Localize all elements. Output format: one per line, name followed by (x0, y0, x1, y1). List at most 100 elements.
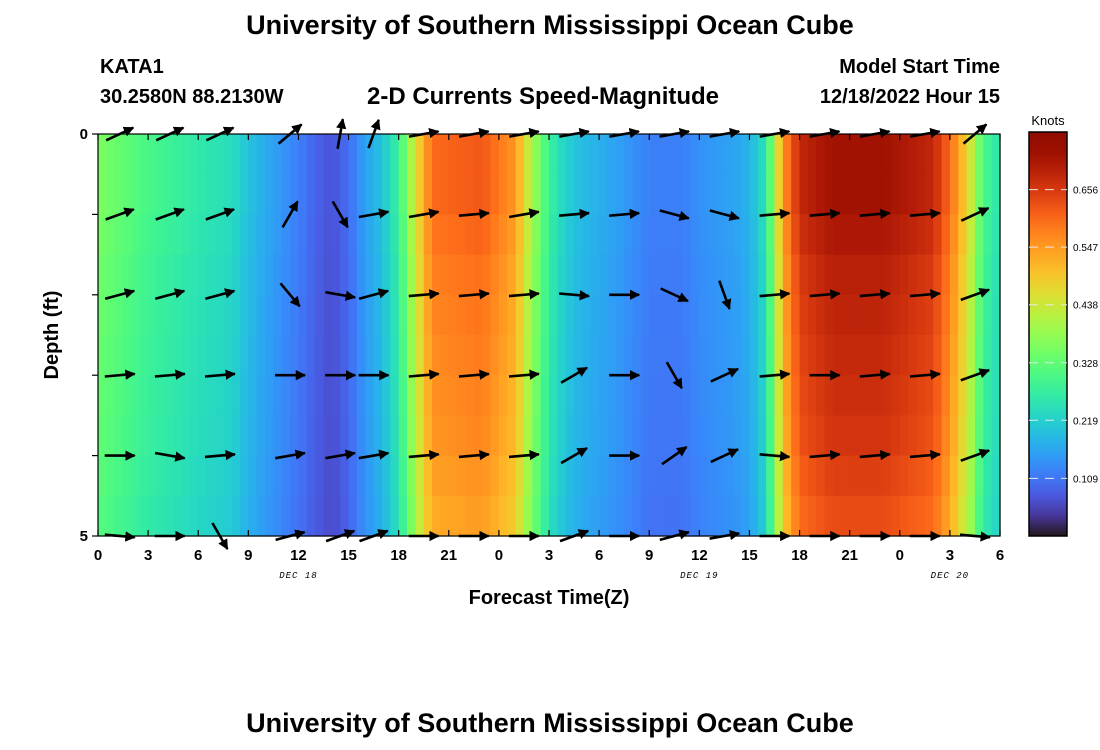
heatmap-cell (173, 495, 183, 537)
heatmap-cell (991, 455, 1001, 497)
heatmap-cell (306, 174, 316, 215)
heatmap-cell (682, 455, 692, 497)
heatmap-cell (582, 455, 592, 497)
heatmap-cell (699, 415, 709, 457)
heatmap-cell (515, 335, 525, 376)
heatmap-cell (941, 254, 951, 296)
heatmap-cell (832, 335, 842, 376)
heatmap-cell (423, 174, 433, 215)
heatmap-cell (156, 214, 166, 256)
heatmap-cell (340, 294, 350, 336)
heatmap-cell (540, 455, 550, 497)
heatmap-cell (381, 214, 391, 256)
heatmap-cell (223, 455, 233, 497)
heatmap-cell (398, 455, 408, 497)
heatmap-cell (958, 294, 968, 336)
heatmap-cell (290, 294, 300, 336)
heatmap-cell (665, 495, 675, 537)
heatmap-cell (256, 415, 266, 457)
heatmap-cell (949, 214, 959, 256)
heatmap-cell (381, 294, 391, 336)
heatmap-cell (766, 254, 776, 296)
heatmap-cell (415, 134, 425, 175)
x-tick-label: 21 (440, 547, 457, 564)
heatmap-cell (707, 335, 717, 376)
heatmap-cell (949, 294, 959, 336)
heatmap-cell (131, 375, 141, 416)
current-vector (710, 367, 739, 383)
current-vector (759, 208, 791, 220)
heatmap-cell (181, 335, 191, 376)
heatmap-cell (432, 254, 442, 296)
heatmap-cell (348, 174, 358, 215)
heatmap-cell (281, 294, 291, 336)
heatmap-cell (532, 375, 542, 416)
heatmap-cell (290, 335, 300, 376)
heatmap-cell (582, 335, 592, 376)
heatmap-cell (682, 415, 692, 457)
heatmap-cell (874, 134, 884, 175)
heatmap-cell (941, 415, 951, 457)
heatmap-cell (690, 174, 700, 215)
day-label: DEC 18 (279, 571, 317, 581)
heatmap-cell (440, 134, 450, 175)
heatmap-cell (849, 174, 859, 215)
heatmap-cell (949, 495, 959, 537)
heatmap-cell (298, 174, 308, 215)
heatmap-cell (891, 254, 901, 296)
heatmap-cell (290, 455, 300, 497)
heatmap-cell (766, 495, 776, 537)
heatmap-cell (816, 294, 826, 336)
heatmap-cell (883, 455, 893, 497)
heatmap-cell (665, 335, 675, 376)
heatmap-cell (640, 214, 650, 256)
heatmap-cell (131, 174, 141, 215)
heatmap-cell (866, 495, 876, 537)
heatmap-cell (807, 214, 817, 256)
heatmap-cell (707, 294, 717, 336)
heatmap-cell (924, 214, 934, 256)
heatmap-cell (231, 495, 241, 537)
heatmap-cell (448, 134, 458, 175)
heatmap-cell (523, 415, 533, 457)
x-tick-label: 6 (595, 547, 603, 564)
heatmap-cell (298, 254, 308, 296)
heatmap-cell (565, 415, 575, 457)
heatmap-cell (674, 455, 684, 497)
heatmap-cell (782, 254, 792, 296)
heatmap-cell (148, 134, 158, 175)
heatmap-cell (448, 495, 458, 537)
heatmap-cell (490, 134, 500, 175)
heatmap-cell (557, 254, 567, 296)
heatmap-cell (223, 495, 233, 537)
heatmap-cell (331, 174, 341, 215)
heatmap-cell (407, 214, 416, 256)
heatmap-cell (791, 415, 801, 457)
heatmap-cell (908, 495, 918, 537)
heatmap-cell (916, 375, 926, 416)
heatmap-cell (657, 254, 667, 296)
heatmap-cell (440, 455, 450, 497)
heatmap-cell (974, 214, 984, 256)
heatmap-cell (415, 375, 425, 416)
heatmap-cell (265, 415, 274, 457)
heatmap-cell (532, 495, 542, 537)
heatmap-cell (482, 495, 492, 537)
heatmap-cell (757, 174, 767, 215)
heatmap-cell (557, 375, 567, 416)
heatmap-cell (841, 294, 851, 336)
heatmap-cell (832, 214, 842, 256)
heatmap-cell (123, 375, 133, 416)
heatmap-cell (340, 214, 350, 256)
current-vector (709, 209, 740, 221)
heatmap-cell (373, 294, 383, 336)
heatmap-cell (615, 455, 625, 497)
heatmap-cell (365, 375, 375, 416)
heatmap-cell (373, 335, 383, 376)
heatmap-cell (323, 294, 333, 336)
heatmap-cell (440, 495, 450, 537)
heatmap-cell (540, 495, 550, 537)
heatmap-cell (123, 294, 133, 336)
heatmap-cell (498, 375, 508, 416)
heatmap-cell (615, 214, 625, 256)
